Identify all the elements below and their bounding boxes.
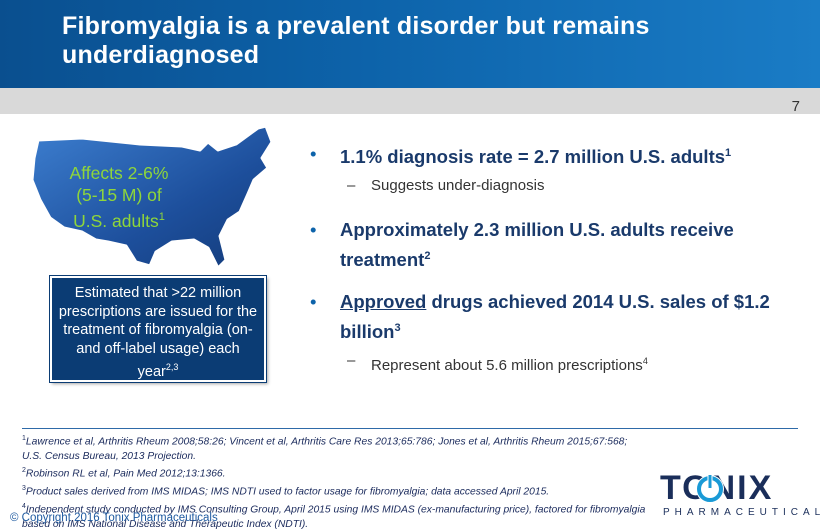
logo-power-icon [696,473,724,503]
sub-bullet-item: – Represent about 5.6 million prescripti… [310,350,810,377]
page-number: 7 [791,98,800,115]
estimate-callout-box: Estimated that >22 million prescriptions… [49,275,267,383]
title-banner: Fibromyalgia is a prevalent disorder but… [0,0,820,88]
tonix-logo: TONIX PHARMACEUTICALS [660,470,820,524]
sub-bullet-text: Represent about 5.6 million prescription… [371,357,643,375]
footnote-text: Robinson RL et al, Pain Med 2012;13:1366… [25,468,226,480]
sub-bullet-footnote-ref: 4 [642,356,648,367]
bullet-text: 1.1% diagnosis rate = 2.7 million U.S. a… [340,146,726,168]
footnote-text: Lawrence et al, Arthritis Rheum 2008;58:… [22,436,628,462]
dash-icon: – [347,177,356,195]
map-callout-line2: (5-15 M) of [76,185,162,205]
bullet-list: • 1.1% diagnosis rate = 2.7 million U.S.… [310,140,810,377]
bullet-footnote-ref: 2 [424,250,431,263]
logo-subtitle: PHARMACEUTICALS [663,507,820,518]
bullet-dot-icon: • [310,219,317,241]
estimate-callout-text: Estimated that >22 million prescriptions… [52,278,264,387]
us-map-icon [30,124,274,270]
bullet-item: • Approximately 2.3 million U.S. adults … [310,216,810,273]
bullet-item: • Approved drugs achieved 2014 U.S. sale… [310,288,810,345]
estimate-footnote-ref: 2,3 [165,362,179,372]
map-callout-footnote-ref: 1 [158,211,165,223]
footnote-number: 3 [22,485,26,493]
footnote-number: 4 [22,502,26,510]
bullet-footnote-ref: 1 [725,147,732,159]
footnote-number: 1 [22,435,26,442]
map-callout: Affects 2-6% (5-15 M) of U.S. adults1 [54,162,184,232]
footnotes: 1Lawrence et al, Arthritis Rheum 2008;58… [22,432,647,532]
footnote: 3Product sales derived from IMS MIDAS; I… [22,482,647,500]
bullet-item: • 1.1% diagnosis rate = 2.7 million U.S.… [310,140,810,170]
footnote: 1Lawrence et al, Arthritis Rheum 2008;58… [22,432,647,464]
dash-icon: – [347,352,356,370]
sub-bullet-item: – Suggests under-diagnosis [310,175,810,197]
footnote-text: Product sales derived from IMS MIDAS; IM… [25,486,550,498]
footnote-number: 2 [22,467,26,475]
estimate-text: Estimated that >22 million prescriptions… [58,285,258,380]
footnote: 2Robinson RL et al, Pain Med 2012;13:136… [22,464,647,482]
sub-bullet-text: Suggests under-diagnosis [371,177,545,195]
footnote: 4Independent study conducted by IMS Cons… [22,500,647,532]
copyright: © Copyright 2016 Tonix Pharmaceuticals [10,512,218,524]
footnote-divider [22,428,798,429]
map-callout-line3: U.S. adults1 [54,206,184,232]
bullet-text: Approximately 2.3 million U.S. adults re… [340,219,734,271]
map-callout-line3-text: U.S. adults [73,210,159,231]
bullet-text: drugs achieved 2014 U.S. sales of $1.2 b… [340,291,770,343]
us-map: Affects 2-6% (5-15 M) of U.S. adults1 [22,120,284,270]
bullet-underlined-word: Approved [340,291,427,313]
bullet-dot-icon: • [310,291,317,313]
title-subbar [0,88,820,114]
bullet-dot-icon: • [310,143,317,164]
footnote-text: Independent study conducted by IMS Consu… [22,504,646,530]
slide-title: Fibromyalgia is a prevalent disorder but… [62,12,650,69]
map-callout-line1: Affects 2-6% [69,163,169,183]
bullet-footnote-ref: 3 [394,322,401,335]
